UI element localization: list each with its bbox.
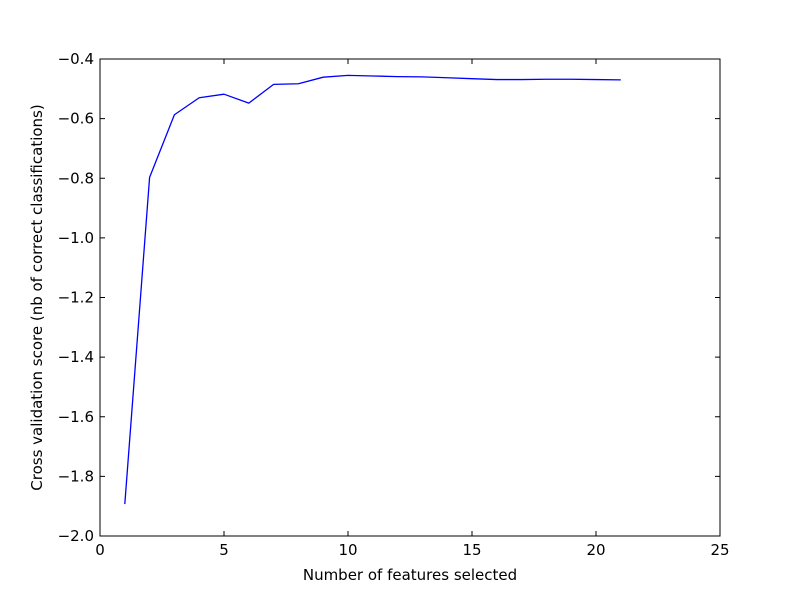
- y-tick-label: −1.2: [58, 289, 94, 307]
- y-axis-label: Cross validation score (nb of correct cl…: [28, 104, 46, 490]
- y-tick-label: −1.6: [58, 408, 94, 426]
- x-axis-label: Number of features selected: [303, 566, 517, 584]
- x-tick-label: 10: [338, 541, 357, 559]
- x-tick-label: 0: [95, 541, 105, 559]
- y-tick-label: −2.0: [58, 527, 94, 545]
- y-tick-label: −1.8: [58, 467, 94, 485]
- y-tick-label: −0.4: [58, 50, 94, 68]
- plot-area: [100, 59, 720, 536]
- x-tick-label: 15: [462, 541, 481, 559]
- x-tick-label: 20: [586, 541, 605, 559]
- x-tick-label: 25: [710, 541, 729, 559]
- y-tick-label: −1.4: [58, 348, 94, 366]
- x-tick-label: 5: [219, 541, 229, 559]
- y-tick-label: −1.0: [58, 229, 94, 247]
- y-tick-label: −0.8: [58, 169, 94, 187]
- y-tick-label: −0.6: [58, 110, 94, 128]
